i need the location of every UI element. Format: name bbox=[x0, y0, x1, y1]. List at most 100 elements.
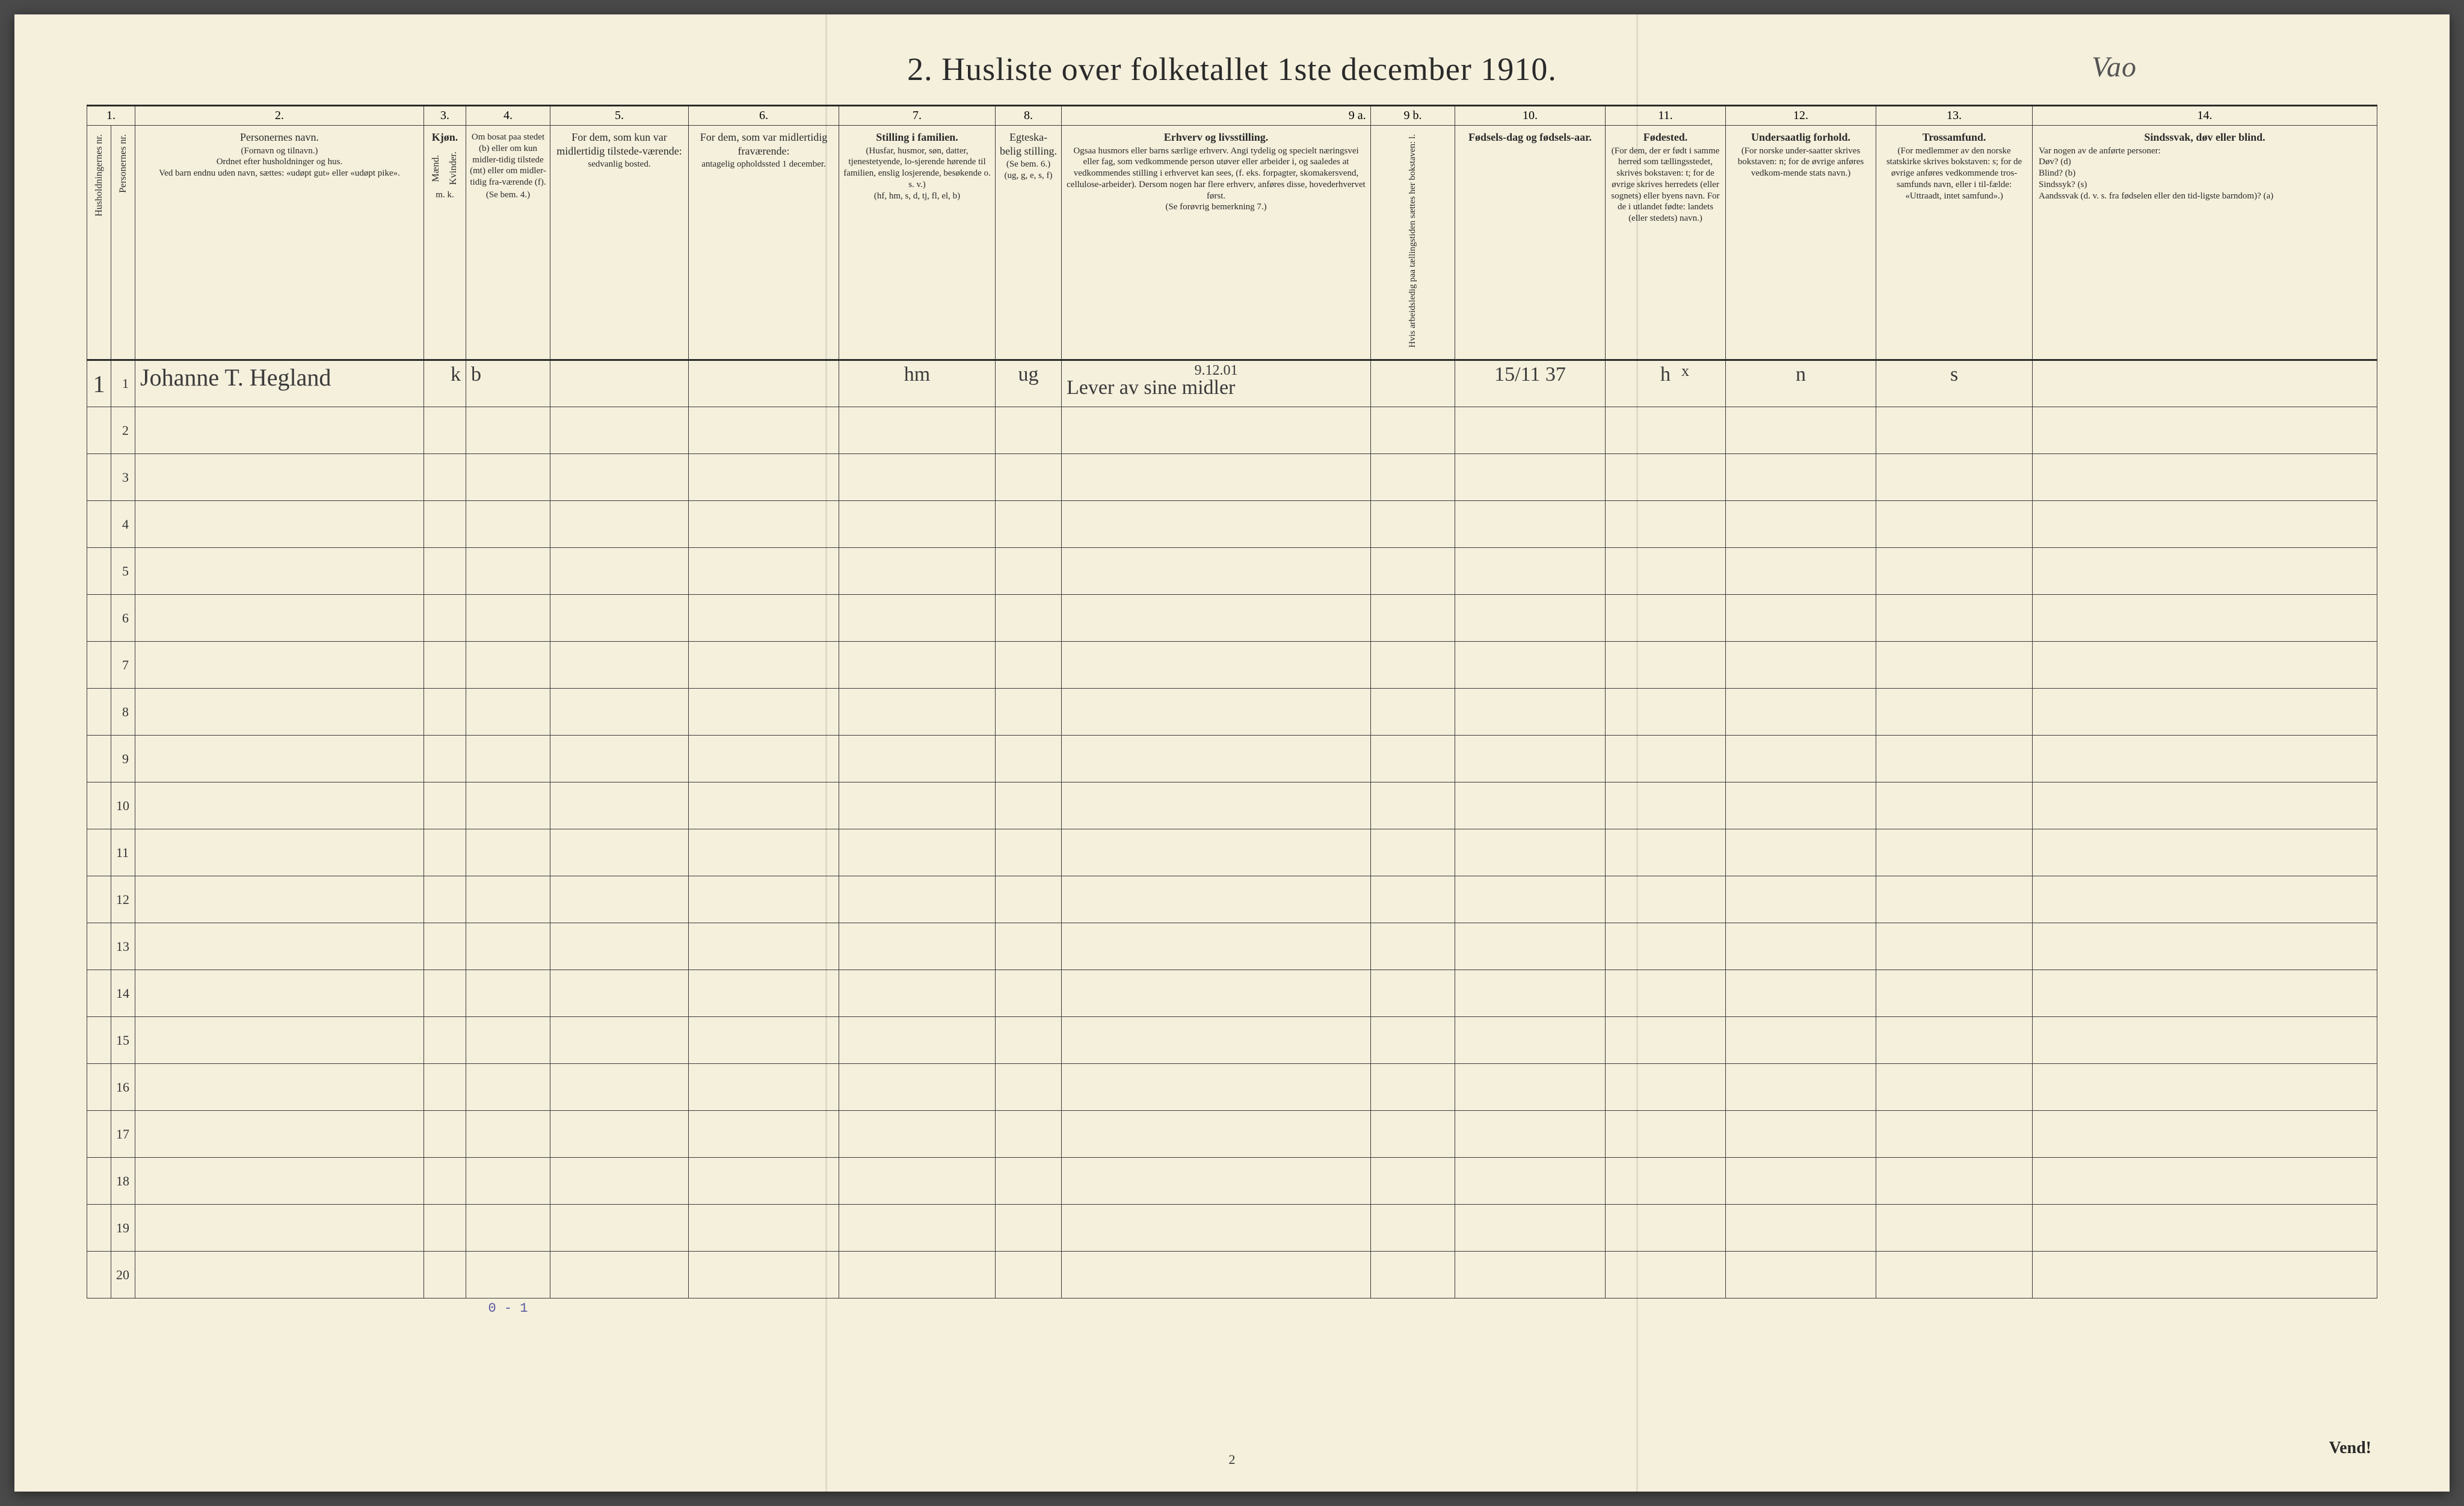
column-number-row: 1. 2. 3. 4. 5. 6. 7. 8. 9 a. 9 b. 10. 11… bbox=[87, 106, 2377, 126]
cell-family-pos bbox=[839, 829, 996, 876]
cell-name bbox=[135, 501, 424, 548]
cell-sex bbox=[424, 454, 466, 501]
cell-family-pos bbox=[839, 501, 996, 548]
header-marital-sub: (Se bem. 6.) (ug, g, e, s, f) bbox=[999, 159, 1058, 182]
cell-occupation bbox=[1062, 876, 1371, 923]
cell-residence bbox=[466, 736, 550, 782]
cell-religion bbox=[1876, 689, 2033, 736]
cell-household-nr bbox=[87, 642, 111, 689]
cell-temp-absent bbox=[689, 501, 839, 548]
cell-religion bbox=[1876, 1158, 2033, 1205]
cell-sex bbox=[424, 876, 466, 923]
cell-sex-value: k bbox=[451, 363, 461, 386]
table-row: 6 bbox=[87, 595, 2377, 642]
cell-household-nr bbox=[87, 501, 111, 548]
cell-nationality bbox=[1726, 689, 1876, 736]
cell-unemployed bbox=[1371, 1017, 1455, 1064]
cell-occupation bbox=[1062, 1064, 1371, 1111]
cell-name bbox=[135, 407, 424, 454]
cell-nationality bbox=[1726, 736, 1876, 782]
cell-disability bbox=[2033, 1111, 2377, 1158]
cell-name bbox=[135, 1017, 424, 1064]
cell-residence bbox=[466, 1252, 550, 1299]
header-name-sub: (Fornavn og tilnavn.) Ordnet efter husho… bbox=[139, 146, 420, 179]
cell-temp-absent bbox=[689, 970, 839, 1017]
cell-nationality bbox=[1726, 407, 1876, 454]
cell-family-pos bbox=[839, 1064, 996, 1111]
colnum-13: 13. bbox=[1876, 106, 2033, 126]
colnum-7: 7. bbox=[839, 106, 996, 126]
cell-sex bbox=[424, 782, 466, 829]
cell-household-nr bbox=[87, 548, 111, 595]
cell-household-nr bbox=[87, 1017, 111, 1064]
cell-person-nr: 2 bbox=[111, 407, 135, 454]
cell-marital bbox=[996, 501, 1062, 548]
cell-name bbox=[135, 595, 424, 642]
cell-residence bbox=[466, 782, 550, 829]
cell-temp-present bbox=[550, 736, 689, 782]
cell-occupation bbox=[1062, 689, 1371, 736]
cell-disability bbox=[2033, 1252, 2377, 1299]
colnum-9b: 9 b. bbox=[1371, 106, 1455, 126]
cell-occupation bbox=[1062, 642, 1371, 689]
cell-unemployed bbox=[1371, 548, 1455, 595]
table-row: 2 bbox=[87, 407, 2377, 454]
header-temp-present: For dem, som kun var midlertidig tilsted… bbox=[550, 126, 689, 360]
cell-marital bbox=[996, 1017, 1062, 1064]
cell-name bbox=[135, 1064, 424, 1111]
cell-disability bbox=[2033, 736, 2377, 782]
cell-family-pos bbox=[839, 407, 996, 454]
cell-religion: s bbox=[1876, 360, 2033, 407]
cell-household-nr bbox=[87, 970, 111, 1017]
cell-disability bbox=[2033, 548, 2377, 595]
cell-marital bbox=[996, 782, 1062, 829]
cell-occupation bbox=[1062, 1252, 1371, 1299]
cell-occupation bbox=[1062, 407, 1371, 454]
cell-nationality bbox=[1726, 782, 1876, 829]
cell-religion-value: s bbox=[1950, 363, 1958, 386]
cell-temp-present bbox=[550, 1205, 689, 1252]
cell-sex: k bbox=[424, 360, 466, 407]
cell-marital bbox=[996, 689, 1062, 736]
cell-birthdate bbox=[1455, 736, 1606, 782]
cell-disability bbox=[2033, 407, 2377, 454]
cell-birthdate bbox=[1455, 689, 1606, 736]
cell-temp-absent bbox=[689, 689, 839, 736]
cell-unemployed bbox=[1371, 642, 1455, 689]
colnum-blank bbox=[1062, 106, 1344, 126]
cell-person-nr: 15 bbox=[111, 1017, 135, 1064]
cell-disability bbox=[2033, 782, 2377, 829]
cell-family-pos bbox=[839, 642, 996, 689]
cell-unemployed bbox=[1371, 454, 1455, 501]
cell-person-nr: 19 bbox=[111, 1205, 135, 1252]
header-nationality-title: Undersaatlig forhold. bbox=[1751, 131, 1850, 143]
cell-sex bbox=[424, 736, 466, 782]
colnum-14: 14. bbox=[2033, 106, 2377, 126]
colnum-9a: 9 a. bbox=[1344, 106, 1371, 126]
cell-name bbox=[135, 829, 424, 876]
cell-temp-present bbox=[550, 689, 689, 736]
table-header: 1. 2. 3. 4. 5. 6. 7. 8. 9 a. 9 b. 10. 11… bbox=[87, 106, 2377, 360]
cell-temp-present bbox=[550, 876, 689, 923]
cell-disability bbox=[2033, 923, 2377, 970]
cell-birthdate bbox=[1455, 782, 1606, 829]
cell-religion bbox=[1876, 595, 2033, 642]
cell-person-nr: 5 bbox=[111, 548, 135, 595]
cell-sex bbox=[424, 1111, 466, 1158]
header-family-pos-title: Stilling i familien. bbox=[876, 131, 958, 143]
cell-family-pos bbox=[839, 1111, 996, 1158]
header-person-nr: Personernes nr. bbox=[111, 126, 135, 360]
header-nationality: Undersaatlig forhold. (For norske under-… bbox=[1726, 126, 1876, 360]
cell-person-nr: 1 bbox=[111, 360, 135, 407]
cell-sex bbox=[424, 1064, 466, 1111]
cell-temp-present bbox=[550, 829, 689, 876]
cell-birthdate bbox=[1455, 1252, 1606, 1299]
cell-family-pos bbox=[839, 689, 996, 736]
cell-temp-present bbox=[550, 454, 689, 501]
cell-marital bbox=[996, 548, 1062, 595]
cell-person-nr: 10 bbox=[111, 782, 135, 829]
cell-residence bbox=[466, 876, 550, 923]
cell-disability bbox=[2033, 876, 2377, 923]
header-marital-title: Egteska-belig stilling. bbox=[1000, 131, 1057, 157]
cell-temp-present bbox=[550, 1111, 689, 1158]
